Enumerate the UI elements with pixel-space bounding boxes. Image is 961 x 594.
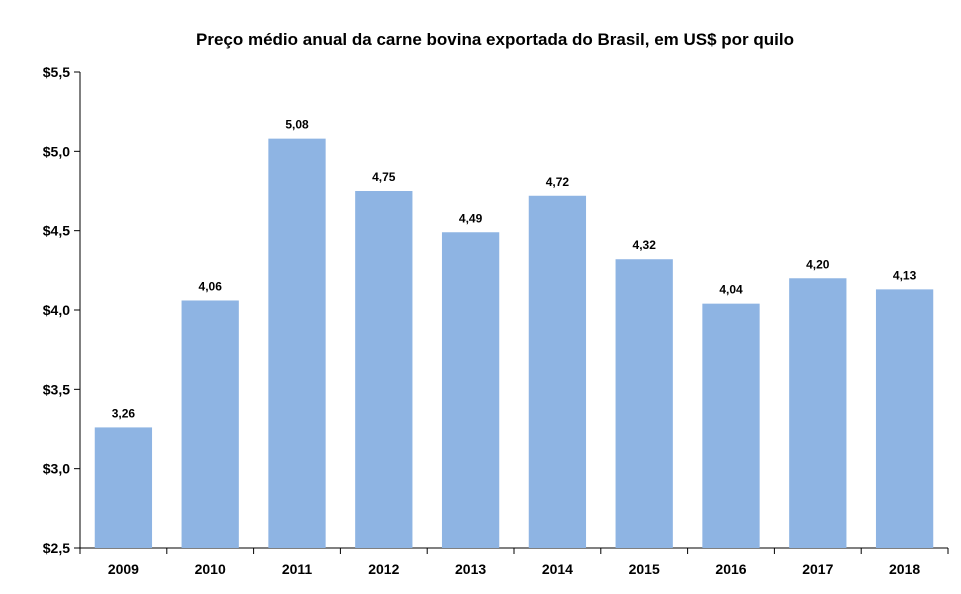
y-tick-label: $3,0 <box>43 461 70 477</box>
data-label-2009: 3,26 <box>112 406 136 420</box>
x-tick-label-2009: 2009 <box>108 561 139 577</box>
data-label-2010: 4,06 <box>199 279 223 293</box>
x-tick-label-2013: 2013 <box>455 561 486 577</box>
bar-2016 <box>702 303 760 548</box>
y-tick-label: $4,0 <box>43 302 70 318</box>
x-axis: 2009 2010 2011 2012 2013 2014 2015 2016 2017 2018 <box>79 547 949 577</box>
bar-2011 <box>268 138 326 548</box>
x-tick-label-2018: 2018 <box>889 561 920 577</box>
data-label-2014: 4,72 <box>546 175 570 189</box>
data-label-2012: 4,75 <box>372 170 396 184</box>
chart-title: Preço médio anual da carne bovina export… <box>196 30 794 49</box>
y-tick-label: $5,0 <box>43 143 70 159</box>
bar-2013 <box>441 232 500 548</box>
data-label-2018: 4,13 <box>893 268 917 282</box>
data-label-2013: 4,49 <box>459 211 483 225</box>
bar-2018 <box>875 289 934 548</box>
bar-2015 <box>615 259 673 548</box>
x-tick-label-2014: 2014 <box>542 561 573 577</box>
data-label-2016: 4,04 <box>719 283 743 297</box>
bar-2010 <box>181 300 239 548</box>
data-labels: 3,26 4,06 5,08 4,75 4,49 4,72 4,32 4,04 4,20 4,13 <box>112 118 917 421</box>
bar-2014 <box>528 195 587 548</box>
bars <box>94 138 934 548</box>
data-label-2017: 4,20 <box>806 257 830 271</box>
bar-2012 <box>355 191 413 548</box>
x-tick-label-2016: 2016 <box>715 561 746 577</box>
x-tick-label-2011: 2011 <box>282 561 313 577</box>
x-tick-label-2010: 2010 <box>195 561 226 577</box>
data-label-2015: 4,32 <box>633 238 657 252</box>
y-tick-label: $2,5 <box>43 540 70 556</box>
bar-2017 <box>789 278 847 548</box>
y-tick-label: $5,5 <box>43 64 70 80</box>
y-tick-label: $4,5 <box>43 223 70 239</box>
y-tick-label: $3,5 <box>43 381 70 397</box>
x-tick-label-2015: 2015 <box>629 561 660 577</box>
x-tick-label-2017: 2017 <box>802 561 833 577</box>
y-axis: $2,5 $3,0 $3,5 $4,0 $4,5 $5,0 $5,5 <box>43 64 81 556</box>
x-tick-label-2012: 2012 <box>368 561 399 577</box>
data-label-2011: 5,08 <box>285 118 309 132</box>
bar-2009 <box>94 427 153 548</box>
